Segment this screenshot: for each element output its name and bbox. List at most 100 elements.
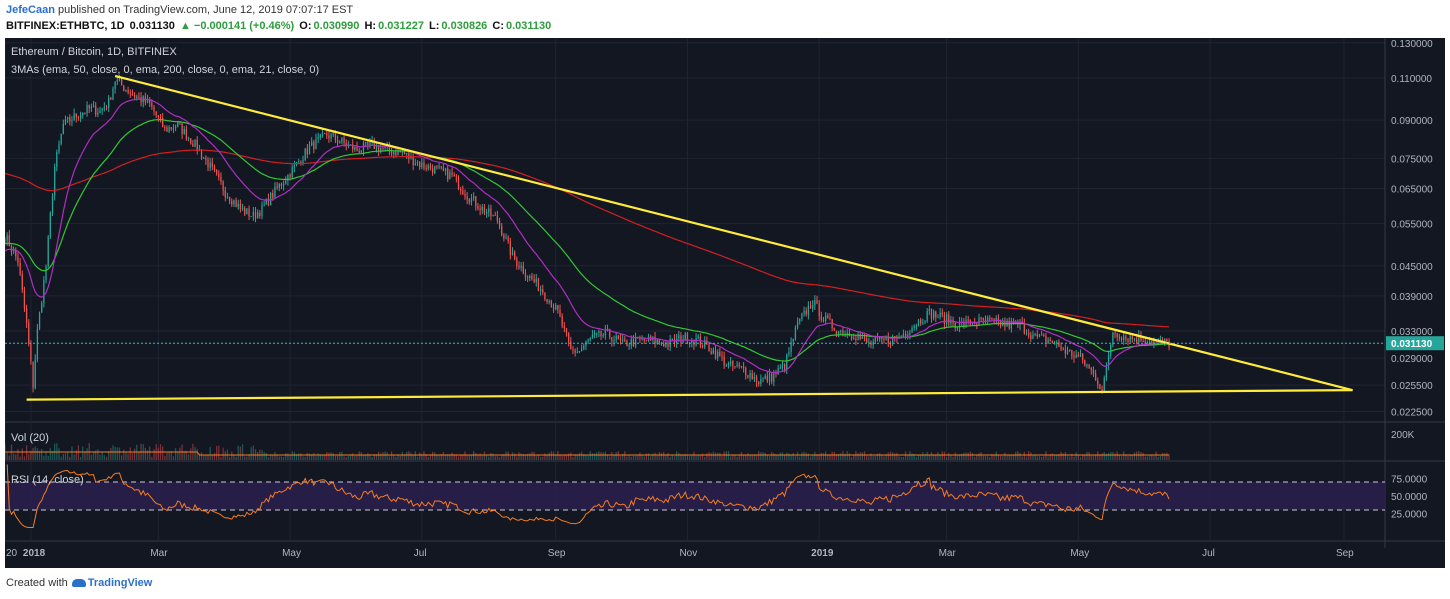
candle-body (326, 133, 328, 136)
volume-bar (578, 453, 581, 460)
candle-body (719, 351, 721, 357)
candle-body (306, 148, 308, 155)
volume-bar (209, 446, 211, 460)
volume-bar (600, 452, 602, 460)
volume-bar (548, 452, 550, 460)
volume-bar (900, 456, 902, 460)
candle-body (747, 375, 749, 378)
candle-body (1116, 333, 1118, 338)
price-tick-label: 0.110000 (1391, 74, 1432, 85)
author-name[interactable]: JefeCaan (6, 4, 55, 16)
chart-area[interactable]: 0.130000 0.110000 0.090000 0.075000 0.065000… (4, 38, 1445, 568)
rsi-tick-label: 50.0000 (1391, 492, 1428, 503)
volume-bar (820, 452, 822, 460)
candle-body (213, 166, 216, 170)
volume-bar (388, 456, 391, 460)
volume-bar (917, 455, 920, 460)
volume-bar (565, 455, 568, 460)
candle-body (181, 123, 183, 134)
candle-body (414, 163, 416, 165)
volume-bar (807, 453, 810, 460)
volume-bar (1112, 451, 1114, 460)
candle-body (503, 234, 505, 239)
volume-bar (246, 456, 248, 460)
candle-body (600, 330, 602, 337)
volume-bar (684, 453, 686, 460)
candle-body (853, 338, 855, 340)
candle-body (796, 321, 799, 328)
price-tick-label: 0.025500 (1391, 381, 1433, 392)
volume-bar (788, 453, 790, 460)
volume-bar (688, 456, 691, 460)
volume-bar (1045, 451, 1047, 460)
candle-body (246, 208, 248, 215)
candle-body (118, 79, 121, 81)
chart-svg[interactable]: 0.130000 0.110000 0.090000 0.075000 0.065000… (4, 38, 1445, 568)
candle-body (25, 308, 28, 323)
volume-bar (708, 452, 710, 460)
volume-bar (796, 451, 799, 460)
candle-body (585, 341, 587, 346)
volume-bar (924, 454, 926, 460)
candle-body (645, 340, 648, 342)
candle-body (36, 328, 39, 360)
volume-bar (485, 455, 488, 460)
volume-bar (891, 452, 894, 460)
candle-body (62, 123, 64, 134)
volume-bar (1138, 451, 1140, 460)
candle-body (179, 121, 181, 124)
volume-bar (21, 448, 23, 460)
candle-body (509, 241, 511, 256)
volume-bar (49, 448, 51, 460)
candle-body (1088, 365, 1090, 369)
tradingview-link[interactable]: TradingView (87, 577, 153, 589)
volume-bar (239, 446, 242, 460)
candle-body (146, 99, 149, 103)
volume-bar (1140, 452, 1142, 460)
volume-bar (922, 452, 924, 460)
ema-lines (4, 98, 1170, 374)
candle-body (1153, 340, 1155, 345)
candle-body (125, 90, 127, 92)
volume-bar (550, 451, 553, 460)
volume-bar (736, 456, 738, 460)
candle-body (393, 151, 395, 155)
volume-bar (712, 451, 715, 460)
candle-body (913, 326, 915, 329)
price-tick-label: 0.033000 (1391, 327, 1433, 338)
volume-bar (526, 453, 529, 460)
time-tick-label: May (1070, 548, 1089, 559)
candle-body (56, 152, 58, 167)
candle-body (885, 337, 887, 340)
candle-body (406, 152, 408, 155)
candle-body (38, 312, 41, 329)
volume-bar (749, 454, 751, 460)
volume-bar (1077, 455, 1079, 460)
volume-bar (1047, 456, 1049, 460)
volume-bar (17, 448, 19, 460)
price-tick-label: 0.022500 (1391, 407, 1433, 418)
volume-bar (457, 456, 460, 460)
candle-body (1105, 365, 1108, 378)
volume-bar (844, 453, 846, 460)
volume-bar (112, 445, 114, 460)
candle-body (995, 318, 997, 320)
candle-body (678, 335, 680, 339)
volume-bar (848, 453, 851, 460)
volume-bar (887, 452, 889, 460)
last-price: 0.031130 (129, 20, 175, 32)
candle-body (604, 329, 607, 336)
volume-bar (92, 452, 95, 460)
candle-body (822, 319, 825, 322)
volume-bar (1082, 454, 1084, 460)
published-text: published on TradingView.com, June 12, 2… (57, 4, 354, 16)
candle-body (1159, 339, 1162, 341)
volume-bar (194, 446, 196, 460)
time-tick-label: Jul (1202, 548, 1215, 559)
volume-bar (170, 451, 172, 460)
candle-body (539, 289, 542, 291)
volume-bar (570, 452, 572, 460)
volume-bar (362, 455, 365, 460)
volume-bar (464, 451, 466, 460)
candle-body (531, 275, 533, 280)
